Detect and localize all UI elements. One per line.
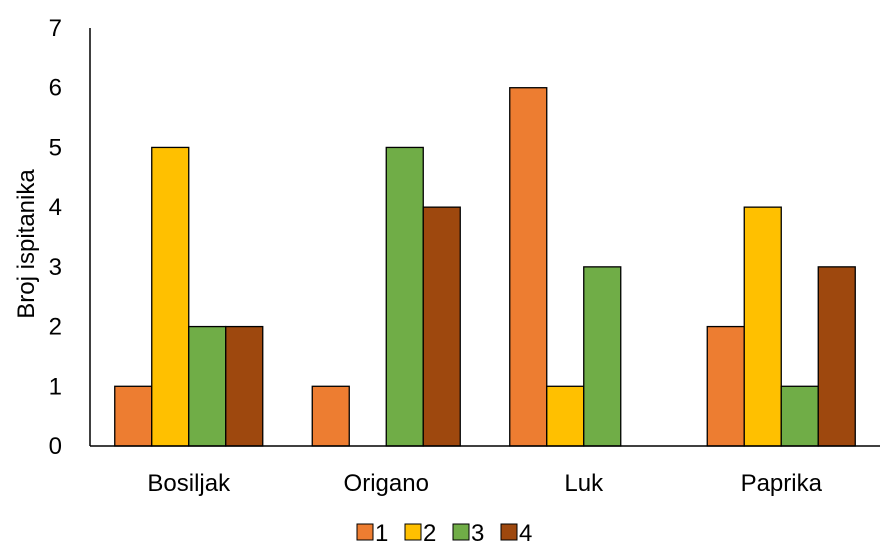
y-tick-label: 0 <box>49 433 62 460</box>
legend: 1 2 3 4 <box>356 520 532 547</box>
legend-swatch <box>452 523 470 541</box>
bar-series-1-paprika <box>706 325 745 447</box>
bar-series-2-paprika <box>743 206 782 447</box>
bar-series-3-paprika <box>780 385 819 447</box>
y-tick-label: 6 <box>49 75 62 102</box>
x-tick-label: Paprika <box>741 470 823 497</box>
y-tick-label: 1 <box>49 373 62 400</box>
y-tick-label: 7 <box>49 15 62 42</box>
bar-series-4-paprika <box>817 266 856 447</box>
legend-label: 4 <box>519 520 532 547</box>
bars <box>114 87 856 447</box>
y-tick-label: 2 <box>49 314 62 341</box>
y-tick-label: 5 <box>49 134 62 161</box>
x-tick-label: Bosiljak <box>147 470 231 497</box>
x-tick-label: Origano <box>344 470 429 497</box>
bar-series-1-origano <box>311 385 350 447</box>
x-axis-tick-labels: Bosiljak Origano Luk Paprika <box>147 470 822 497</box>
legend-label: 3 <box>471 520 484 547</box>
legend-label: 2 <box>423 520 436 547</box>
bar-series-4-origano <box>422 206 461 447</box>
x-tick-label: Luk <box>564 470 604 497</box>
bar-series-1-bosiljak <box>114 385 153 447</box>
bar-series-3-luk <box>583 266 622 447</box>
legend-swatch <box>356 523 374 541</box>
bar-series-2-bosiljak <box>151 146 190 447</box>
bar-series-3-origano <box>385 146 424 447</box>
legend-swatch <box>404 523 422 541</box>
bar-series-1-luk <box>509 87 548 447</box>
bar-series-4-bosiljak <box>225 325 264 447</box>
legend-label: 1 <box>375 520 388 547</box>
legend-swatch <box>500 523 518 541</box>
bar-series-2-luk <box>546 385 585 447</box>
y-axis-tick-labels: 0 1 2 3 4 5 6 7 <box>49 15 62 460</box>
y-tick-label: 4 <box>49 194 62 221</box>
bar-series-3-bosiljak <box>188 325 227 447</box>
y-tick-label: 3 <box>49 254 62 281</box>
y-axis-title: Broj ispitanika <box>13 169 40 319</box>
